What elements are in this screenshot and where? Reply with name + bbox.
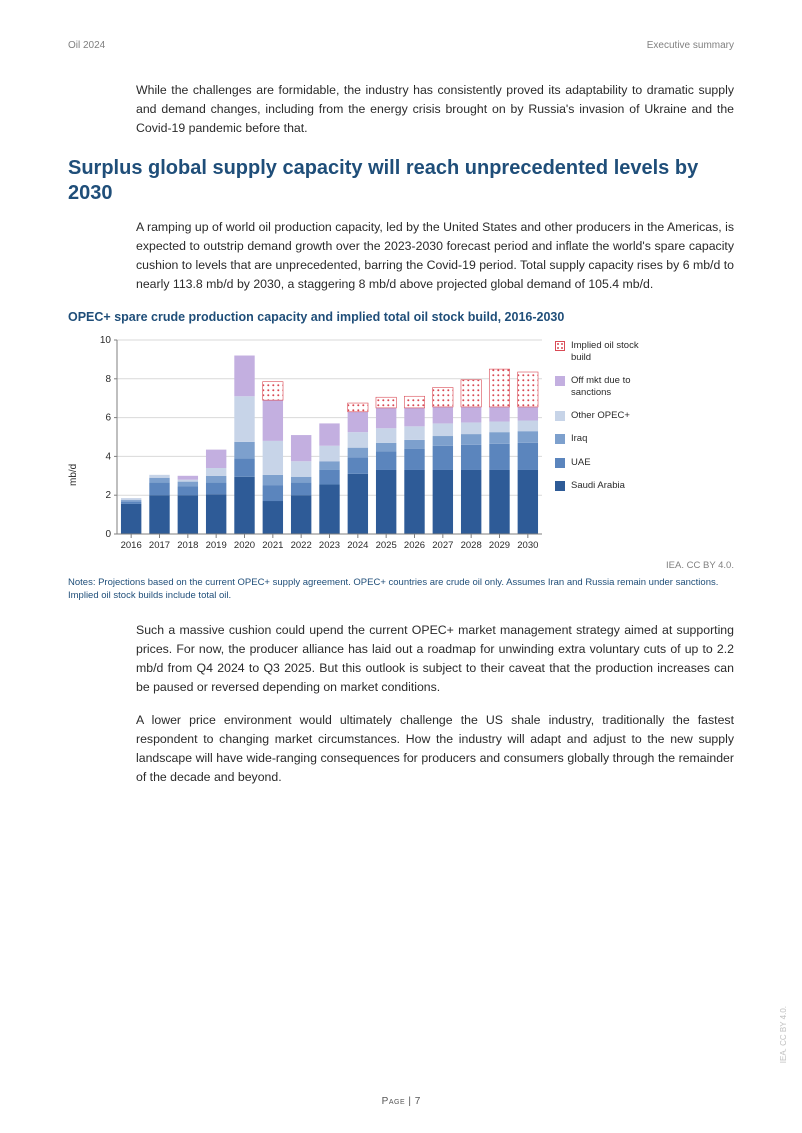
svg-text:0: 0 bbox=[105, 529, 111, 540]
chart-plot-area: 0 2 4 6 8 10 2016 2017 2018 2019 2020 2021 2022 2023 2… bbox=[87, 334, 547, 554]
svg-text:2029: 2029 bbox=[489, 540, 510, 551]
svg-text:2: 2 bbox=[105, 491, 111, 502]
svg-text:2016: 2016 bbox=[121, 540, 142, 551]
page-header: Oil 2024 Executive summary bbox=[68, 40, 734, 51]
svg-text:4: 4 bbox=[105, 452, 111, 463]
legend-label: Iraq bbox=[571, 433, 587, 444]
legend-item: Iraq bbox=[555, 433, 660, 444]
legend-label: UAE bbox=[571, 457, 591, 468]
chart-ylabel: mb/d bbox=[68, 334, 79, 554]
legend-label: Other OPEC+ bbox=[571, 410, 630, 421]
page-footer: Page | 7 bbox=[0, 1096, 802, 1107]
legend-item: Implied oil stock build bbox=[555, 340, 660, 363]
legend-swatch bbox=[555, 341, 565, 351]
header-left: Oil 2024 bbox=[68, 40, 105, 51]
svg-text:2030: 2030 bbox=[517, 540, 538, 551]
legend-item: UAE bbox=[555, 457, 660, 468]
svg-text:2028: 2028 bbox=[461, 540, 482, 551]
legend-item: Saudi Arabia bbox=[555, 480, 660, 491]
header-right: Executive summary bbox=[647, 40, 734, 51]
svg-text:2027: 2027 bbox=[432, 540, 453, 551]
legend-label: Off mkt due to sanctions bbox=[571, 375, 660, 398]
svg-text:2025: 2025 bbox=[376, 540, 397, 551]
page-root: Oil 2024 Executive summary While the cha… bbox=[0, 0, 802, 1133]
legend-item: Off mkt due to sanctions bbox=[555, 375, 660, 398]
svg-text:2018: 2018 bbox=[177, 540, 198, 551]
svg-text:2023: 2023 bbox=[319, 540, 340, 551]
legend-swatch bbox=[555, 411, 565, 421]
legend-swatch bbox=[555, 481, 565, 491]
legend-label: Implied oil stock build bbox=[571, 340, 660, 363]
side-license: IEA. CC BY 4.0. bbox=[779, 1006, 788, 1063]
footer-page-num: 7 bbox=[415, 1096, 421, 1107]
intro-paragraph: While the challenges are formidable, the… bbox=[136, 81, 734, 138]
svg-text:2017: 2017 bbox=[149, 540, 170, 551]
chart-source: IEA. CC BY 4.0. bbox=[68, 560, 734, 571]
legend-item: Other OPEC+ bbox=[555, 410, 660, 421]
chart-notes: Notes: Projections based on the current … bbox=[68, 577, 734, 603]
svg-text:2026: 2026 bbox=[404, 540, 425, 551]
svg-text:6: 6 bbox=[105, 413, 111, 424]
legend-swatch bbox=[555, 458, 565, 468]
legend-swatch bbox=[555, 434, 565, 444]
chart-container: mb/d 0 2 4 6 8 10 2016 2017 2018 2019 2020 2021 2022… bbox=[68, 334, 734, 554]
svg-text:2021: 2021 bbox=[262, 540, 283, 551]
chart-legend: Implied oil stock build Off mkt due to sa… bbox=[555, 334, 660, 554]
svg-text:2020: 2020 bbox=[234, 540, 255, 551]
chart-svg: 0 2 4 6 8 10 2016 2017 2018 2019 2020 2021 2022 2023 2… bbox=[87, 334, 547, 554]
footer-page-label: Page | bbox=[382, 1096, 415, 1107]
svg-text:2022: 2022 bbox=[291, 540, 312, 551]
section-paragraph-2: Such a massive cushion could upend the c… bbox=[136, 621, 734, 697]
chart-title: OPEC+ spare crude production capacity an… bbox=[68, 310, 734, 324]
section-heading: Surplus global supply capacity will reac… bbox=[68, 156, 734, 206]
svg-text:8: 8 bbox=[105, 374, 111, 385]
svg-text:2019: 2019 bbox=[206, 540, 227, 551]
svg-text:2024: 2024 bbox=[347, 540, 368, 551]
legend-swatch bbox=[555, 376, 565, 386]
svg-text:10: 10 bbox=[100, 335, 112, 346]
legend-label: Saudi Arabia bbox=[571, 480, 625, 491]
section-paragraph-3: A lower price environment would ultimate… bbox=[136, 711, 734, 787]
section-paragraph-1: A ramping up of world oil production cap… bbox=[136, 218, 734, 294]
